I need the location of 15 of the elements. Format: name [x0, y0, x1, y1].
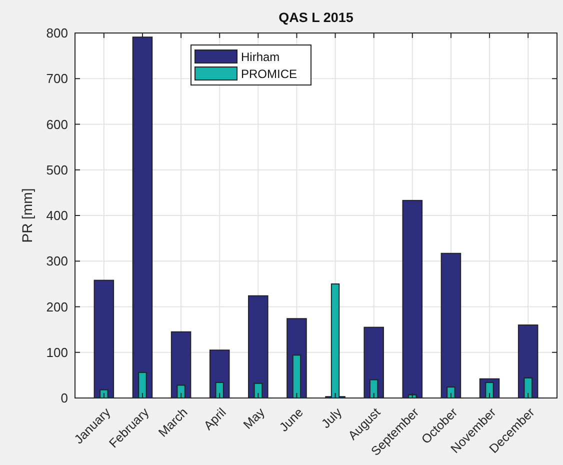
y-tick-label: 600 [46, 116, 68, 132]
y-tick-label: 800 [46, 26, 68, 41]
y-tick-label: 700 [46, 71, 68, 86]
legend-label: Hirham [241, 50, 280, 64]
y-axis-title: PR [mm] [19, 188, 35, 243]
y-tick-label: 300 [46, 254, 68, 269]
x-tick-label: July [318, 404, 346, 431]
y-tick-label: 100 [46, 344, 68, 360]
legend-label: PROMICE [241, 67, 298, 82]
y-tick-label: 200 [46, 299, 68, 314]
y-tick-label: 400 [46, 208, 68, 224]
chart-title: QAS L 2015 [278, 10, 354, 25]
y-tick-label: 500 [46, 162, 68, 178]
y-tick-label: 0 [60, 390, 68, 406]
x-tick-label: May [240, 404, 268, 432]
